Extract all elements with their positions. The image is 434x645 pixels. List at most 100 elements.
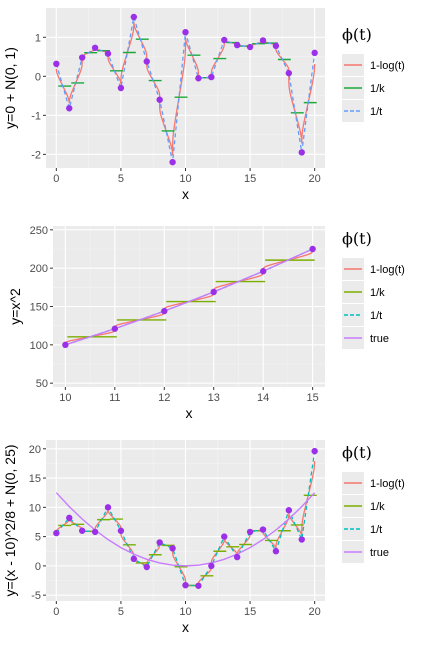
data-point [91, 44, 99, 52]
data-point [104, 504, 112, 511]
legend-label: 1/t [370, 524, 382, 536]
series-line-true [55, 492, 316, 567]
data-point [62, 341, 69, 349]
panel-2: 10 11 12 13 14 15 50 100 150 200 250 x y=x^2 ϕ(t) 1-lo… [7, 225, 405, 421]
x-tick-label: 10 [179, 606, 191, 618]
data-point [259, 37, 267, 44]
legend-label: 1-log(t) [370, 60, 405, 72]
y-tick-label: 150 [30, 302, 48, 314]
legend-label: 1-log(t) [370, 478, 405, 490]
data-point [208, 73, 215, 81]
y-tick-label: 50 [36, 378, 48, 390]
data-point [195, 75, 202, 82]
series-line-true [65, 248, 313, 346]
y-tick-label: 250 [30, 225, 48, 237]
y-tick-label: 15 [29, 473, 41, 485]
panel-1: 0 5 10 15 20 -2 -1 0 1 x y=0 + N(0, 1) ϕ(t) 1-log(t)… [2, 8, 405, 202]
data-point [246, 43, 254, 51]
y-tick-label: 10 [29, 502, 41, 514]
y-tick-label: -2 [31, 149, 41, 161]
data-point [259, 526, 267, 533]
x-axis-title: x [182, 619, 189, 635]
data-point [285, 69, 293, 77]
data-point [161, 307, 168, 315]
panel-3: 0 5 10 15 20 -5 0 5 10 15 20 x y=(x - 10)^2/8 + N(0,… [2, 440, 405, 635]
data-point [210, 288, 217, 296]
y-tick-label: 0 [35, 561, 41, 573]
data-point [130, 555, 138, 563]
x-tick-label: 10 [59, 392, 71, 404]
data-point [285, 507, 293, 514]
data-point [221, 36, 228, 44]
legend-label: 1/k [370, 287, 385, 299]
y-tick-label: 0 [35, 71, 41, 83]
data-point [309, 245, 316, 253]
legend-label: true [370, 547, 389, 559]
y-tick-label: 100 [30, 340, 48, 352]
data-point [78, 54, 86, 61]
series-line-1-k [58, 494, 317, 587]
data-point [195, 582, 202, 589]
data-point [311, 447, 318, 455]
legend-title: ϕ(t) [342, 229, 372, 248]
x-tick-label: 15 [244, 606, 256, 618]
plot-area [53, 13, 318, 166]
plot-area [53, 447, 318, 589]
x-tick-label: 15 [307, 392, 319, 404]
data-point [298, 149, 305, 156]
data-point [272, 548, 280, 555]
data-point [117, 527, 125, 534]
legend-label: 1/k [370, 83, 385, 95]
data-point [143, 58, 150, 65]
data-point [143, 563, 150, 571]
data-point [78, 527, 86, 534]
y-axis-title: y=(x - 10)^2/8 + N(0, 25) [2, 444, 18, 596]
x-tick-label: 0 [53, 606, 59, 618]
legend: ϕ(t) 1-log(t) 1/k 1/t true [342, 443, 405, 563]
x-tick-label: 10 [179, 173, 191, 185]
data-point [169, 545, 176, 552]
data-point [169, 158, 176, 166]
data-point [221, 533, 228, 540]
y-axis-title: y=x^2 [7, 288, 23, 325]
data-point [272, 42, 280, 50]
data-point [298, 536, 305, 543]
data-point [53, 529, 60, 537]
y-tick-label: 20 [29, 444, 41, 456]
data-point [91, 528, 99, 536]
y-tick-label: -5 [31, 590, 41, 602]
data-point [53, 60, 60, 68]
data-point [311, 49, 318, 57]
data-point [111, 325, 119, 332]
legend-label: 1-log(t) [370, 264, 405, 276]
data-point [130, 13, 138, 21]
x-tick-label: 5 [118, 173, 124, 185]
x-tick-label: 5 [118, 606, 124, 618]
x-tick-label: 11 [109, 392, 120, 404]
legend: ϕ(t) 1-log(t) 1/k 1/t [342, 25, 405, 122]
y-tick-label: 5 [35, 532, 41, 544]
y-tick-label: 1 [35, 32, 41, 44]
data-point [208, 562, 215, 570]
x-tick-label: 12 [158, 392, 170, 404]
y-tick-label: 200 [30, 263, 48, 275]
legend-label: 1/t [370, 310, 382, 322]
legend-label: 1/k [370, 501, 385, 513]
data-point [66, 514, 73, 522]
legend-label: true [370, 333, 389, 345]
data-point [104, 50, 112, 57]
data-point [182, 28, 189, 36]
x-tick-label: 13 [208, 392, 220, 404]
data-point [156, 539, 163, 546]
data-point [259, 268, 267, 275]
data-point [233, 41, 241, 49]
x-axis-title: x [186, 405, 193, 421]
x-tick-label: 20 [309, 173, 321, 185]
data-point [233, 553, 241, 561]
data-point [182, 581, 189, 589]
x-tick-label: 14 [257, 392, 269, 404]
legend-title: ϕ(t) [342, 443, 372, 462]
legend: ϕ(t) 1-log(t) 1/k 1/t true [342, 229, 405, 349]
plot-area [62, 245, 316, 349]
